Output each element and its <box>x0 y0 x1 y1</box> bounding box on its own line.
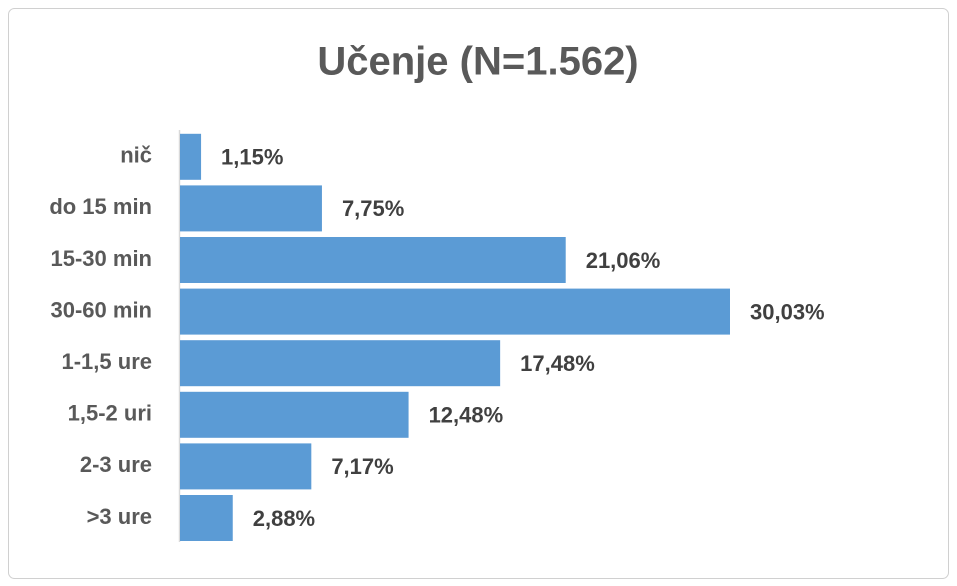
data-label: 7,75% <box>342 196 404 221</box>
y-tick-label: 30-60 min <box>51 297 153 322</box>
y-tick-label: do 15 min <box>49 194 152 219</box>
data-label: 12,48% <box>429 403 504 428</box>
data-label: 1,15% <box>221 145 283 170</box>
chart-title: Učenje (N=1.562) <box>317 40 638 84</box>
y-tick-label: 15-30 min <box>51 246 153 271</box>
data-label: 2,88% <box>253 506 315 531</box>
data-label: 7,17% <box>331 454 393 479</box>
bar <box>180 391 409 438</box>
y-tick-label: >3 ure <box>87 504 152 529</box>
y-tick-label: 2-3 ure <box>80 452 152 477</box>
y-tick-label: 1-1,5 ure <box>62 349 153 374</box>
bar <box>180 133 202 180</box>
data-label: 17,48% <box>520 351 595 376</box>
bar <box>180 443 312 490</box>
bar <box>180 237 566 283</box>
bar <box>180 288 730 335</box>
bar <box>180 340 501 387</box>
data-label: 30,03% <box>750 299 825 324</box>
y-tick-label: nič <box>120 143 152 168</box>
data-label: 21,06% <box>586 248 661 273</box>
y-tick-label: 1,5-2 uri <box>68 401 152 426</box>
bar <box>180 185 322 232</box>
bar <box>180 495 233 541</box>
